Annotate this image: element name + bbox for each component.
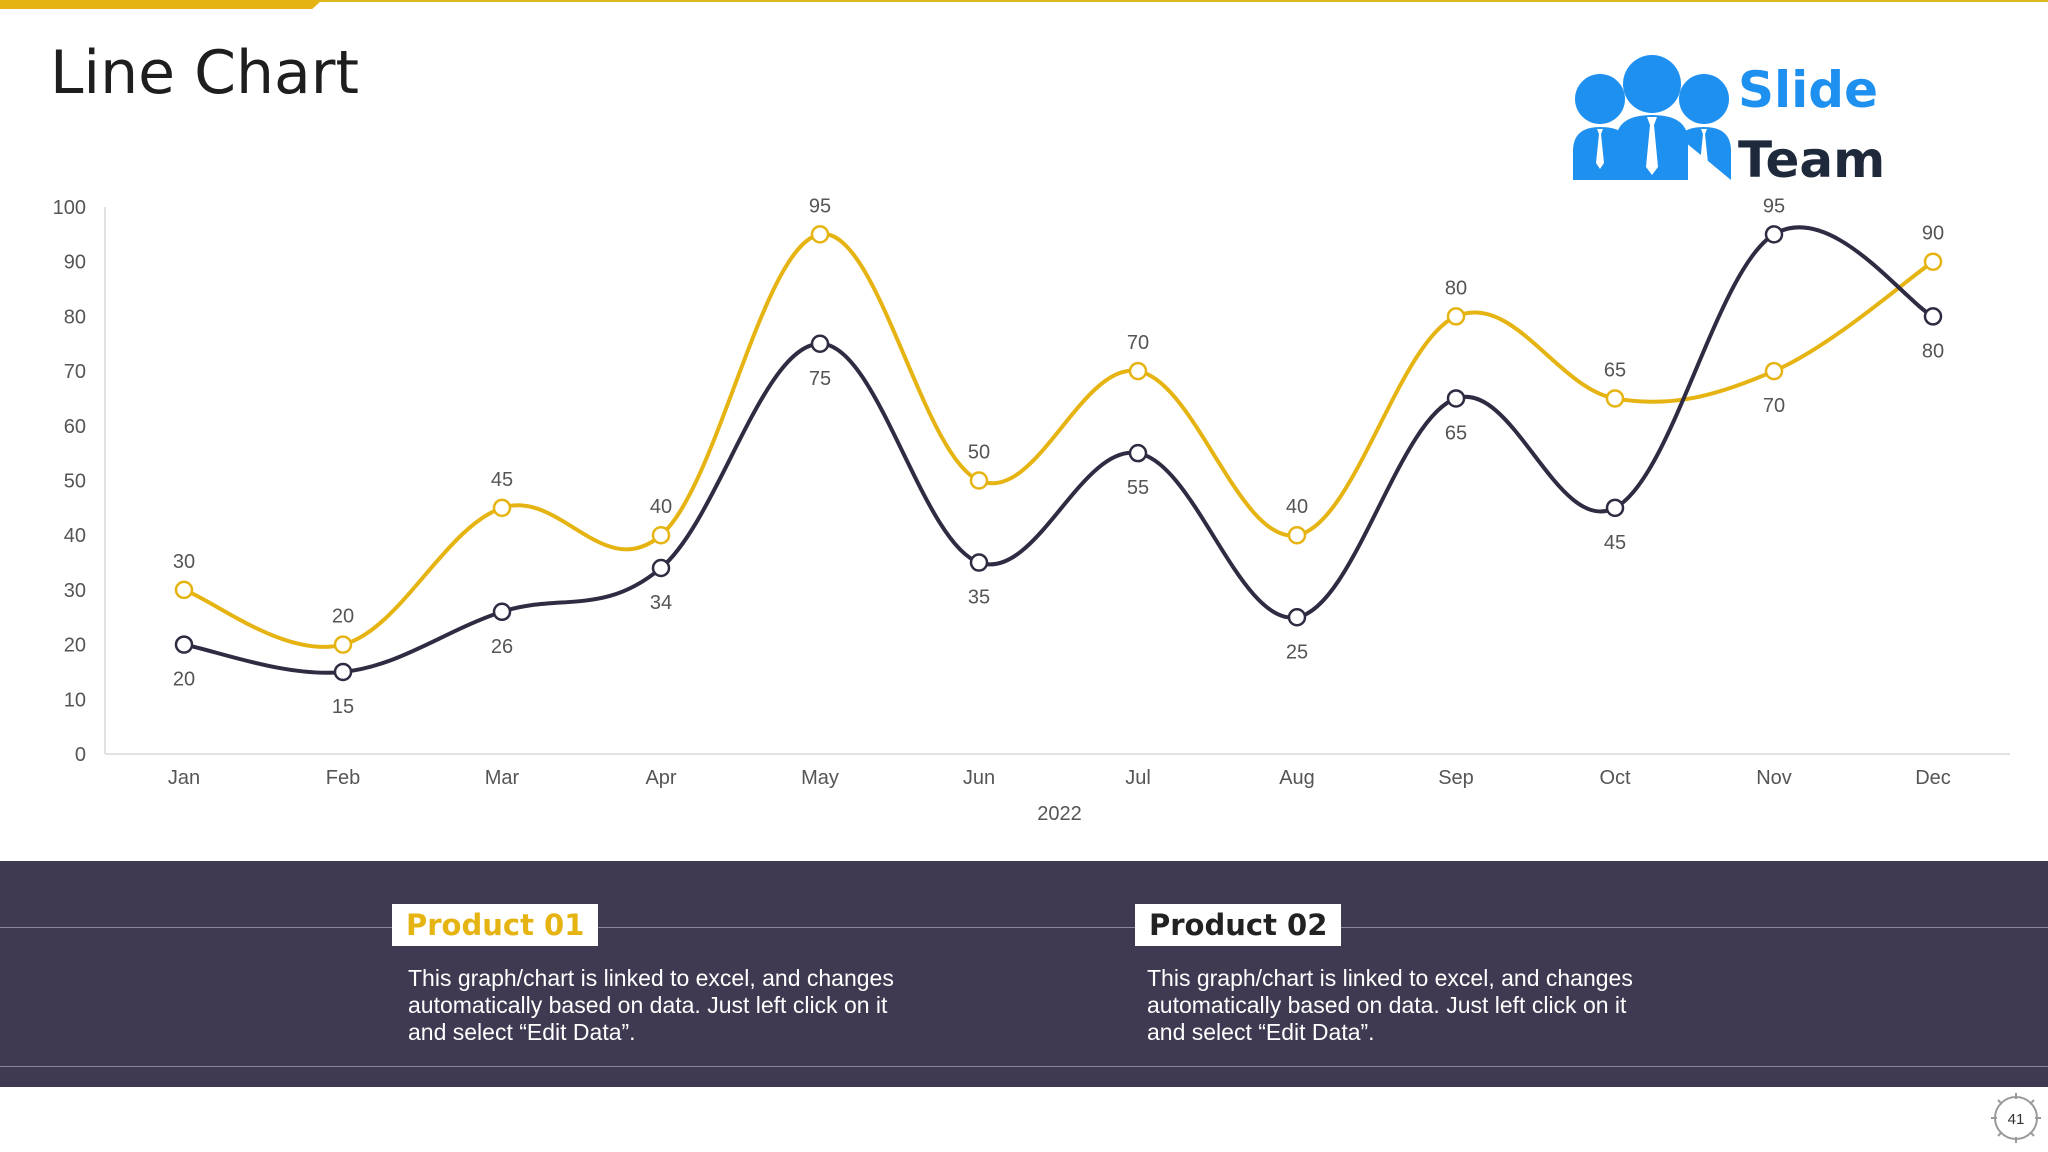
data-point [492, 498, 512, 518]
y-tick-label: 30 [64, 580, 86, 602]
y-tick-label: 0 [75, 744, 86, 766]
data-point [333, 635, 353, 654]
x-tick-label: Oct [1599, 767, 1631, 789]
x-tick-label: Jul [1125, 767, 1151, 789]
line-chart: 0 10 20 30 40 50 60 70 80 90 100 Jan Feb Mar Apr May Jun… [53, 195, 2010, 825]
data-point [1446, 389, 1466, 408]
chart-data-labels: 30 20 45 40 95 50 70 40 80 65 70 90 20 15 26 34 75 35 55 25… [173, 195, 1944, 718]
slide-title: Line Chart [50, 38, 359, 108]
y-tick-label: 40 [64, 525, 86, 547]
x-tick-label: Apr [645, 767, 676, 789]
data-point [174, 635, 194, 654]
data-point [1923, 252, 1943, 271]
logo-word-slide: Slide [1738, 61, 1878, 119]
x-tick-label: Mar [485, 767, 520, 789]
data-label: 34 [650, 592, 672, 614]
x-tick-label: Aug [1279, 767, 1315, 789]
data-label: 25 [1286, 641, 1308, 663]
data-point [333, 662, 353, 682]
series-line-1 [183, 232, 1935, 649]
y-tick-label: 70 [64, 361, 86, 383]
data-label: 65 [1445, 422, 1467, 444]
logo-word-team: Team [1738, 131, 1886, 189]
x-tick-label: Jan [168, 767, 200, 789]
data-label: 80 [1922, 340, 1944, 362]
x-tick-label: Nov [1756, 767, 1792, 789]
x-axis-title: 2022 [1037, 803, 1082, 825]
data-point [651, 558, 671, 578]
product-02-description: This graph/chart is linked to excel, and… [1147, 965, 1633, 1045]
data-point [174, 580, 194, 600]
x-tick-label: Sep [1438, 767, 1474, 789]
data-point [969, 553, 989, 572]
data-point [1605, 498, 1625, 518]
data-point [810, 334, 830, 353]
y-tick-label: 100 [53, 197, 86, 219]
x-tick-label: May [801, 767, 839, 789]
data-label: 15 [332, 696, 354, 718]
data-label: 80 [1445, 277, 1467, 299]
top-accent-bar [0, 0, 322, 9]
y-tick-label: 60 [64, 416, 86, 438]
data-point [651, 525, 671, 545]
y-tick-label: 20 [64, 635, 86, 657]
product-01-title: Product 01 [392, 904, 599, 946]
y-tick-label: 90 [64, 252, 86, 274]
data-point [1287, 525, 1307, 545]
data-point [810, 225, 830, 244]
y-tick-label: 10 [64, 689, 86, 711]
page-number-badge: 41 [1991, 1093, 2041, 1143]
data-label: 75 [809, 368, 831, 390]
y-tick-label: 80 [64, 306, 86, 328]
top-rule [0, 0, 2048, 2]
data-label: 70 [1127, 332, 1149, 354]
panel-divider-bottom [0, 1066, 2048, 1067]
y-tick-label: 50 [64, 471, 86, 493]
data-point [1128, 443, 1148, 463]
data-label: 70 [1763, 395, 1785, 417]
data-point [492, 602, 512, 622]
x-tick-label: Jun [963, 767, 995, 789]
data-label: 35 [968, 587, 990, 609]
chart-axes: 0 10 20 30 40 50 60 70 80 90 100 Jan Feb Mar Apr May Jun… [53, 197, 2010, 825]
data-label: 40 [650, 496, 672, 518]
data-label: 95 [809, 195, 831, 217]
data-point [1446, 307, 1466, 326]
data-label: 45 [1604, 532, 1626, 554]
data-label: 40 [1286, 496, 1308, 518]
data-label: 20 [332, 606, 354, 628]
slideteam-logo: Slide Team [1570, 55, 1885, 195]
data-point [1605, 389, 1625, 408]
x-tick-label: Dec [1915, 767, 1951, 789]
team-people-icon [1573, 55, 1731, 180]
x-tick-label: Feb [326, 767, 360, 789]
data-label: 55 [1127, 477, 1149, 499]
data-point [969, 471, 989, 490]
product-description-panel: Product 01 This graph/chart is linked to… [0, 861, 2048, 1087]
data-label: 90 [1922, 223, 1944, 245]
data-point [1287, 608, 1307, 627]
product-02-title: Product 02 [1135, 904, 1342, 946]
page-number: 41 [2008, 1111, 2025, 1128]
data-label: 65 [1604, 359, 1626, 381]
data-label: 45 [491, 469, 513, 491]
chart-lines [183, 225, 1935, 675]
data-point [1128, 361, 1148, 381]
product-01-description: This graph/chart is linked to excel, and… [408, 965, 894, 1045]
data-label: 26 [491, 636, 513, 658]
data-label: 30 [173, 551, 195, 573]
data-point [1764, 225, 1784, 244]
data-label: 95 [1763, 195, 1785, 217]
data-label: 20 [173, 669, 195, 691]
panel-divider-top [0, 927, 2048, 928]
data-label: 50 [968, 442, 990, 464]
series-line-2 [183, 225, 1934, 675]
data-point [1923, 307, 1943, 326]
chart-points [174, 225, 1943, 682]
data-point [1764, 361, 1784, 381]
